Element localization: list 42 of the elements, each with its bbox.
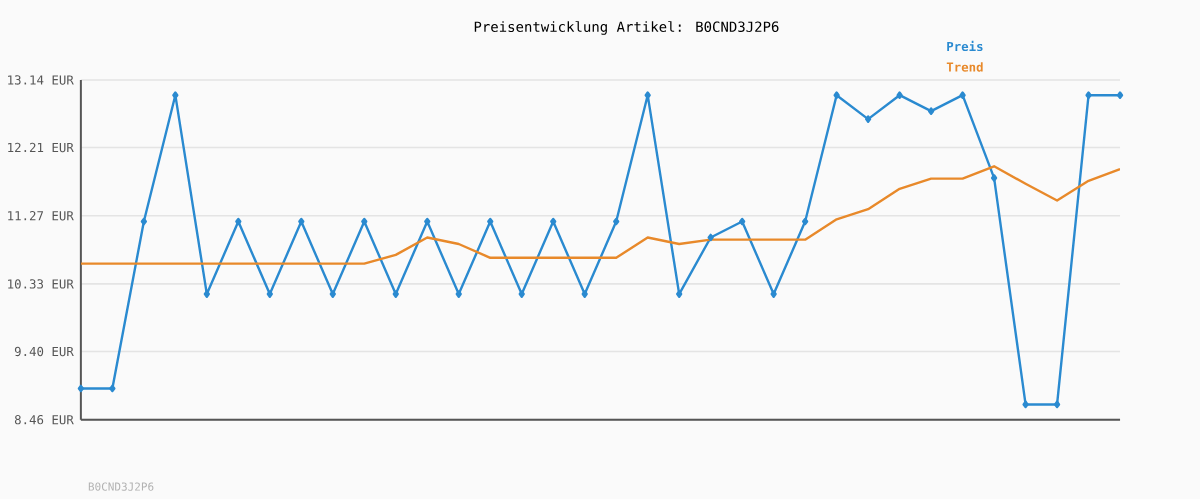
point: [1085, 91, 1092, 100]
point: [361, 217, 368, 226]
y-tick-label: 11.27 EUR: [8, 211, 74, 221]
point: [1053, 400, 1061, 409]
point: [266, 290, 273, 299]
point: [770, 290, 777, 299]
point: [235, 217, 242, 226]
point: [518, 290, 525, 299]
point: [802, 217, 809, 226]
y-tick-label: 9.40 EUR: [14, 346, 74, 357]
point: [927, 107, 935, 116]
point: [77, 384, 85, 393]
y-tick-label: 12.21 EUR: [8, 142, 74, 153]
point: [864, 115, 872, 124]
text: Trend: [946, 62, 983, 72]
point: [581, 290, 588, 299]
point: [707, 233, 714, 242]
point: [613, 217, 620, 226]
point: [329, 290, 336, 299]
point: [550, 217, 557, 226]
text: B0CND3J2P6: [88, 482, 154, 491]
point: [298, 217, 305, 226]
point: [990, 174, 998, 182]
point: [392, 290, 399, 299]
point: [109, 384, 116, 393]
point: [487, 217, 494, 226]
point: [833, 91, 840, 100]
point: [140, 217, 147, 226]
point: [676, 290, 683, 299]
point: [739, 217, 746, 226]
point: [959, 91, 966, 100]
point: [424, 217, 431, 226]
point: [455, 290, 462, 299]
y-tick-label: 8.46 EUR: [14, 415, 74, 425]
y-tick-label: 10.33 EUR: [8, 279, 74, 289]
point: [1022, 400, 1029, 409]
y-tick-label: 13.14 EUR: [8, 75, 74, 85]
chart-title: Preisentwicklung Artikel: B0CND3J2P6: [474, 21, 779, 36]
text: Preis: [947, 41, 983, 52]
point: [896, 91, 903, 100]
point: [1116, 91, 1124, 100]
point: [203, 290, 210, 299]
